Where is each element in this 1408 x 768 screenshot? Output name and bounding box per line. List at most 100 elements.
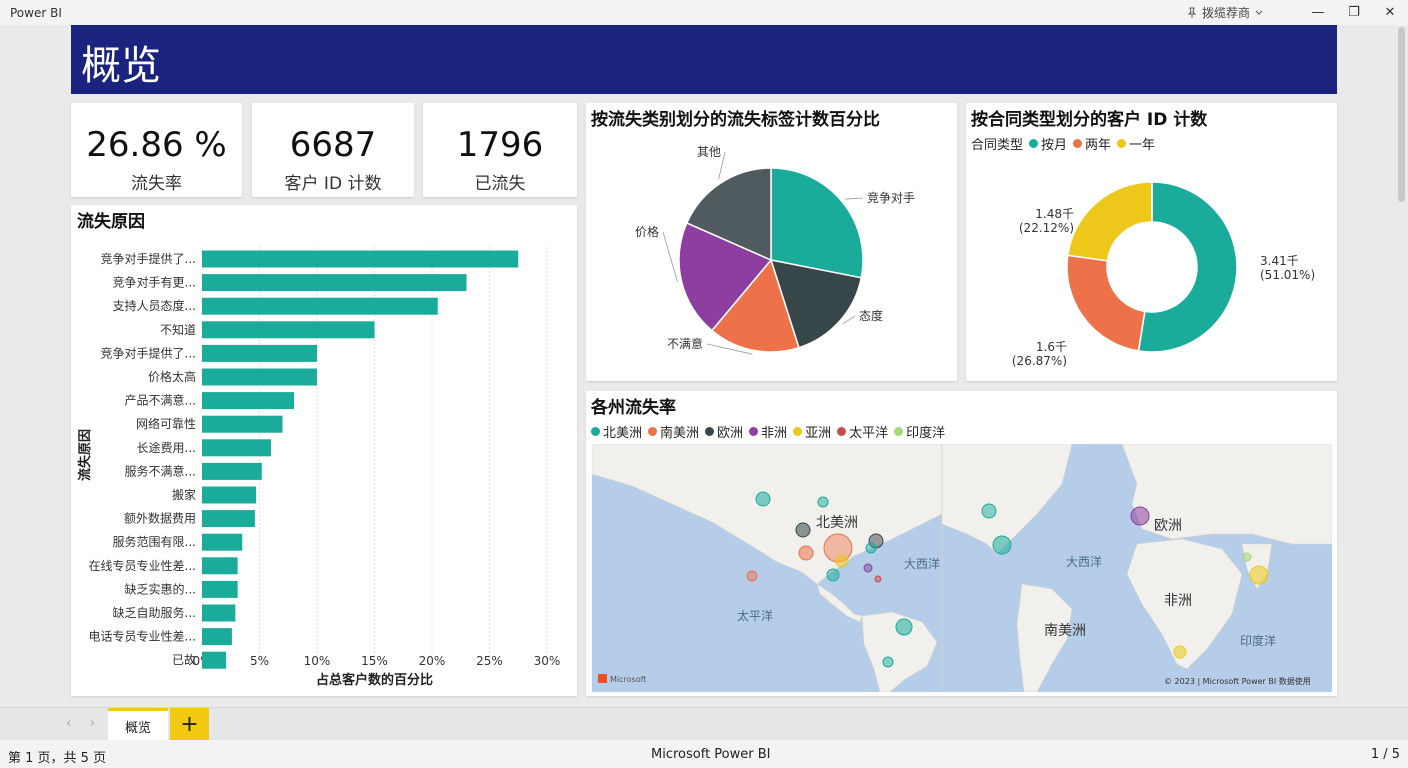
bar[interactable] — [202, 439, 271, 457]
bar[interactable] — [202, 604, 236, 622]
map-label-europe: 欧洲 — [1154, 518, 1182, 534]
bar[interactable] — [202, 297, 438, 315]
user-menu[interactable]: 拨缆荐商 — [1186, 4, 1264, 21]
map-bubble[interactable] — [1173, 645, 1187, 659]
map-legend-item[interactable]: 亚洲 — [793, 422, 831, 441]
map-bubble[interactable] — [817, 496, 829, 508]
donut-slice[interactable] — [1066, 181, 1153, 262]
kpi-card-churn-rate[interactable]: 26.86 % 流失率 — [71, 103, 242, 197]
restore-button[interactable]: ❐ — [1348, 5, 1360, 20]
tab-next-button[interactable]: › — [90, 716, 96, 731]
leader-line — [662, 231, 678, 282]
map-bubble[interactable] — [755, 491, 771, 507]
map-label-north-america: 北美洲 — [816, 515, 858, 531]
pie-slice[interactable] — [770, 167, 864, 279]
map-bubble[interactable] — [1249, 565, 1269, 585]
bar[interactable] — [202, 628, 232, 646]
pie-slice[interactable] — [685, 167, 772, 262]
bar[interactable] — [202, 250, 519, 268]
map-bubble[interactable] — [865, 542, 877, 554]
bar[interactable] — [202, 274, 467, 292]
pie-chart-card[interactable]: 按流失类别划分的流失标签计数百分比 竞争对手 态度 不满意 价格 其他 — [586, 103, 957, 381]
map-card[interactable]: 各州流失率 北美洲 南美洲 欧洲 非洲 亚洲 太平洋 印度洋 — [586, 391, 1337, 696]
bar-chart-title: 流失原因 — [77, 212, 145, 232]
map-legend-item[interactable]: 南美洲 — [648, 422, 699, 441]
pie-slice[interactable] — [769, 259, 863, 349]
tab-prev-button[interactable]: ‹ — [66, 716, 72, 731]
map-legend-item[interactable]: 太平洋 — [837, 422, 888, 441]
kpi-card-churned[interactable]: 1796 已流失 — [423, 103, 577, 197]
bar[interactable] — [202, 415, 283, 433]
x-tick-label: 20% — [419, 654, 446, 668]
map-bubble[interactable] — [895, 618, 913, 636]
map-legend-item[interactable]: 北美洲 — [591, 422, 642, 441]
legend-label: 两年 — [1085, 138, 1112, 153]
legend-title: 合同类型 — [971, 138, 1024, 153]
bar[interactable] — [202, 486, 257, 504]
vertical-scrollbar[interactable] — [1398, 27, 1406, 697]
bar[interactable] — [202, 392, 294, 410]
legend-dot — [1073, 139, 1083, 148]
map-bubble[interactable] — [863, 563, 873, 573]
map-legend-item[interactable]: 欧洲 — [705, 422, 743, 441]
map-legend-item[interactable]: 印度洋 — [894, 422, 945, 441]
map-bubble[interactable] — [981, 503, 997, 519]
pin-icon — [1187, 7, 1197, 18]
titlebar-controls: 拨缆荐商 — ❐ ✕ — [1186, 0, 1408, 25]
pie-slice-label: 价格 — [635, 224, 659, 239]
bar[interactable] — [202, 321, 375, 339]
map-bubble[interactable] — [826, 568, 840, 582]
bar[interactable] — [202, 557, 238, 575]
scrollbar-thumb[interactable] — [1398, 27, 1405, 202]
pie-slice[interactable] — [710, 258, 800, 353]
window-titlebar: Power BI 拨缆荐商 — ❐ ✕ — [0, 0, 1408, 25]
tab-overview[interactable]: 概览 — [108, 708, 168, 741]
donut-value-label: 1.6千 — [1036, 340, 1067, 354]
legend-item[interactable]: 两年 — [1073, 134, 1111, 153]
pie-slice[interactable] — [678, 221, 773, 332]
minimize-button[interactable]: — — [1311, 5, 1325, 20]
map-bubble[interactable] — [882, 656, 894, 668]
bar[interactable] — [202, 368, 317, 386]
donut-slice[interactable] — [1066, 254, 1146, 352]
donut-value-label: 3.41千 — [1260, 254, 1299, 268]
donut-slice[interactable] — [1137, 181, 1238, 353]
map-bubble[interactable] — [992, 535, 1012, 555]
legend-label: 北美洲 — [603, 426, 643, 441]
kpi-card-customer-count[interactable]: 6687 客户 ID 计数 — [252, 103, 414, 197]
map-bubble[interactable] — [1130, 506, 1150, 526]
status-center: Microsoft Power BI — [651, 747, 771, 762]
map-bubble[interactable] — [798, 545, 814, 561]
map-label-atlantic-right: 大西洋 — [1066, 554, 1102, 569]
donut-legend: 合同类型 按月 两年 一年 — [971, 134, 1155, 153]
kpi-label: 客户 ID 计数 — [284, 174, 382, 194]
bar-chart-card[interactable]: 流失原因 0%5%10%15%20%25%30%竞争对手提供了...竞争对手有更… — [71, 205, 577, 696]
map-bubble[interactable] — [874, 575, 882, 583]
central-america-landmass — [816, 583, 863, 623]
kpi-label: 已流失 — [474, 174, 526, 194]
map-legend-item[interactable]: 非洲 — [749, 422, 787, 441]
close-button[interactable]: ✕ — [1384, 5, 1396, 20]
y-category-label: 竞争对手有更... — [113, 276, 196, 290]
bar[interactable] — [202, 510, 255, 528]
bar[interactable] — [202, 533, 243, 551]
legend-item[interactable]: 按月 — [1029, 134, 1067, 153]
legend-label: 按月 — [1041, 138, 1068, 153]
south-america-landmass — [861, 611, 938, 692]
map-bubble[interactable] — [746, 570, 758, 582]
bar[interactable] — [202, 462, 262, 480]
map-bubble[interactable] — [835, 554, 849, 568]
world-map[interactable]: 北美洲 大西洋 太平洋 大西洋 南美洲 非洲 欧洲 印度洋 Microsoft … — [592, 444, 1332, 692]
map-bubble[interactable] — [1242, 552, 1252, 562]
bar[interactable] — [202, 651, 227, 669]
map-bubble[interactable] — [795, 522, 811, 538]
legend-label: 南美洲 — [660, 426, 700, 441]
bar[interactable] — [202, 344, 317, 362]
app-title: Power BI — [10, 5, 62, 20]
pie-slice-label: 不满意 — [667, 336, 703, 351]
legend-item[interactable]: 一年 — [1117, 134, 1155, 153]
bar[interactable] — [202, 580, 238, 598]
add-page-button[interactable]: + — [170, 708, 209, 741]
donut-chart-card[interactable]: 按合同类型划分的客户 ID 计数 合同类型 按月 两年 一年 3.41千 (51.… — [966, 103, 1337, 381]
